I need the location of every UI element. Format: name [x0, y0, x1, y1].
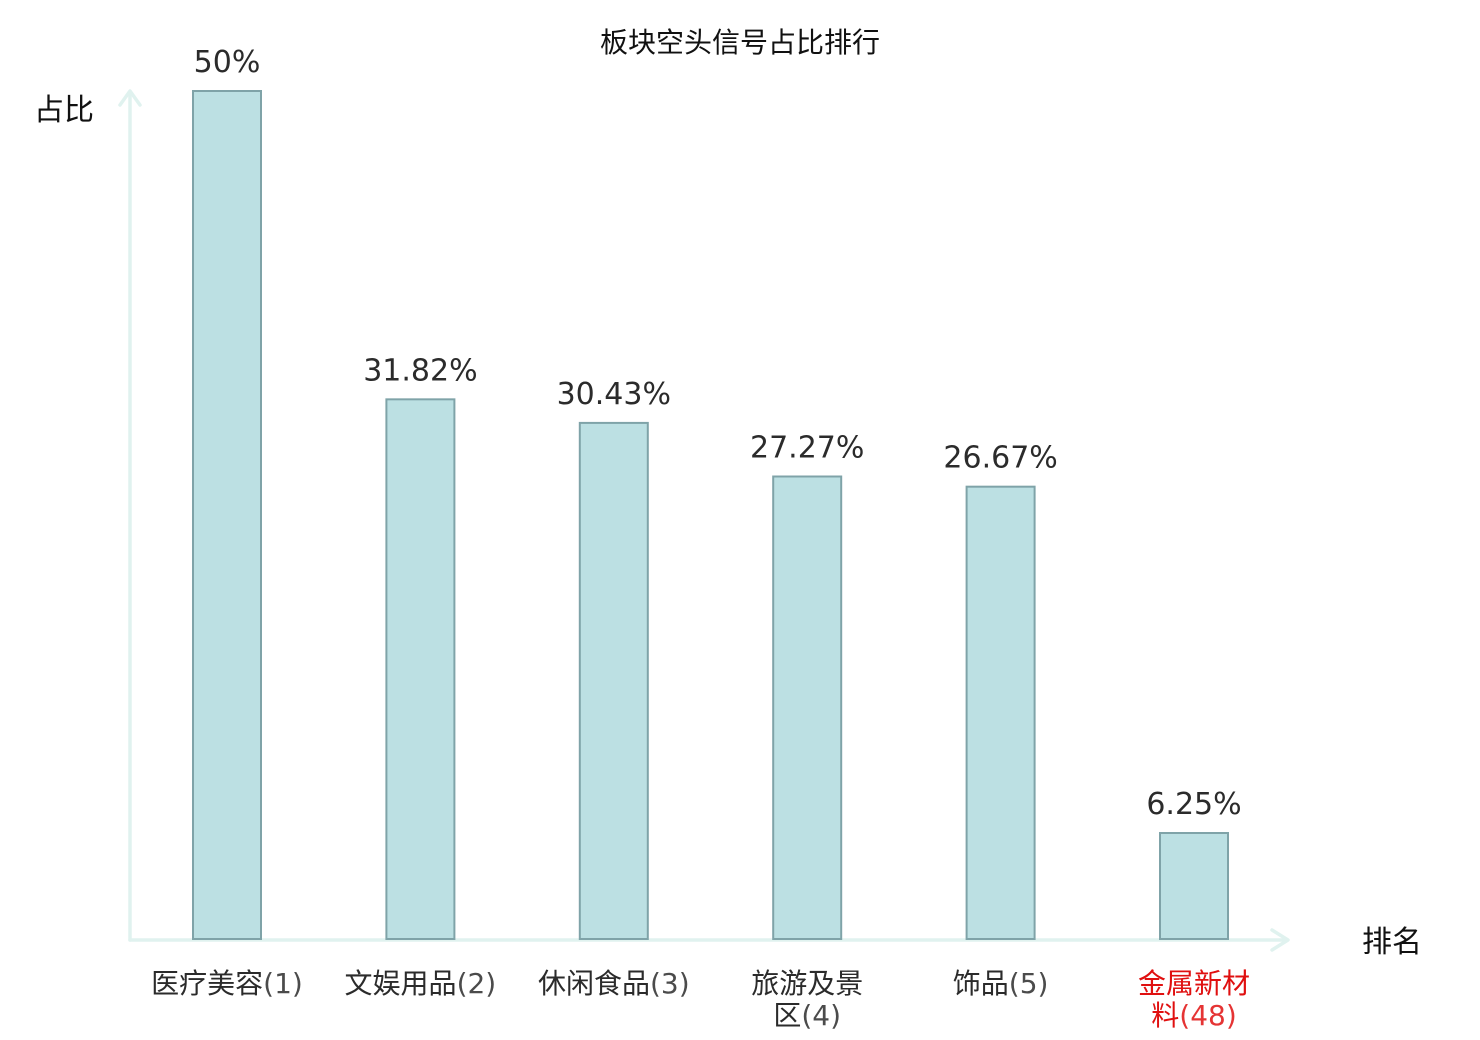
- x-tick-label: 料(48): [1151, 999, 1237, 1032]
- bar-value-label: 27.27%: [750, 431, 864, 466]
- x-axis-label: 排名: [1362, 925, 1422, 960]
- x-tick-label: 文娱用品(2): [345, 967, 497, 1000]
- y-axis-label: 占比: [34, 93, 94, 128]
- bar-value-label: 30.43%: [557, 377, 671, 412]
- x-tick-label: 饰品(5): [953, 967, 1049, 1000]
- bar: [772, 475, 843, 940]
- value-labels-group: 50% 31.82% 30.43% 27.27% 26.67% 6.25%: [194, 45, 1242, 822]
- chart-title: 板块空头信号占比排行: [600, 26, 880, 59]
- x-tick-label: 休闲食品(3): [538, 967, 690, 1000]
- bar-value-label: 6.25%: [1146, 787, 1241, 822]
- x-tick-label: 医疗美容(1): [151, 967, 303, 1000]
- bar-value-label: 50%: [194, 45, 261, 80]
- bar-value-label: 26.67%: [943, 441, 1057, 476]
- bar: [965, 485, 1036, 940]
- bars-group: [192, 90, 1229, 940]
- bar-value-label: 31.82%: [363, 353, 477, 388]
- bar: [192, 90, 262, 940]
- bar: [385, 398, 456, 940]
- x-axis-arrow-icon: [1270, 928, 1290, 952]
- axes: [118, 89, 1290, 952]
- y-axis-arrow-icon: [118, 89, 142, 107]
- x-tick-label: 金属新材: [1138, 967, 1250, 1000]
- x-tick-label: 区(4): [773, 999, 841, 1032]
- bar: [578, 421, 649, 940]
- bar: [1159, 832, 1229, 940]
- x-tick-label: 旅游及景: [751, 967, 863, 1000]
